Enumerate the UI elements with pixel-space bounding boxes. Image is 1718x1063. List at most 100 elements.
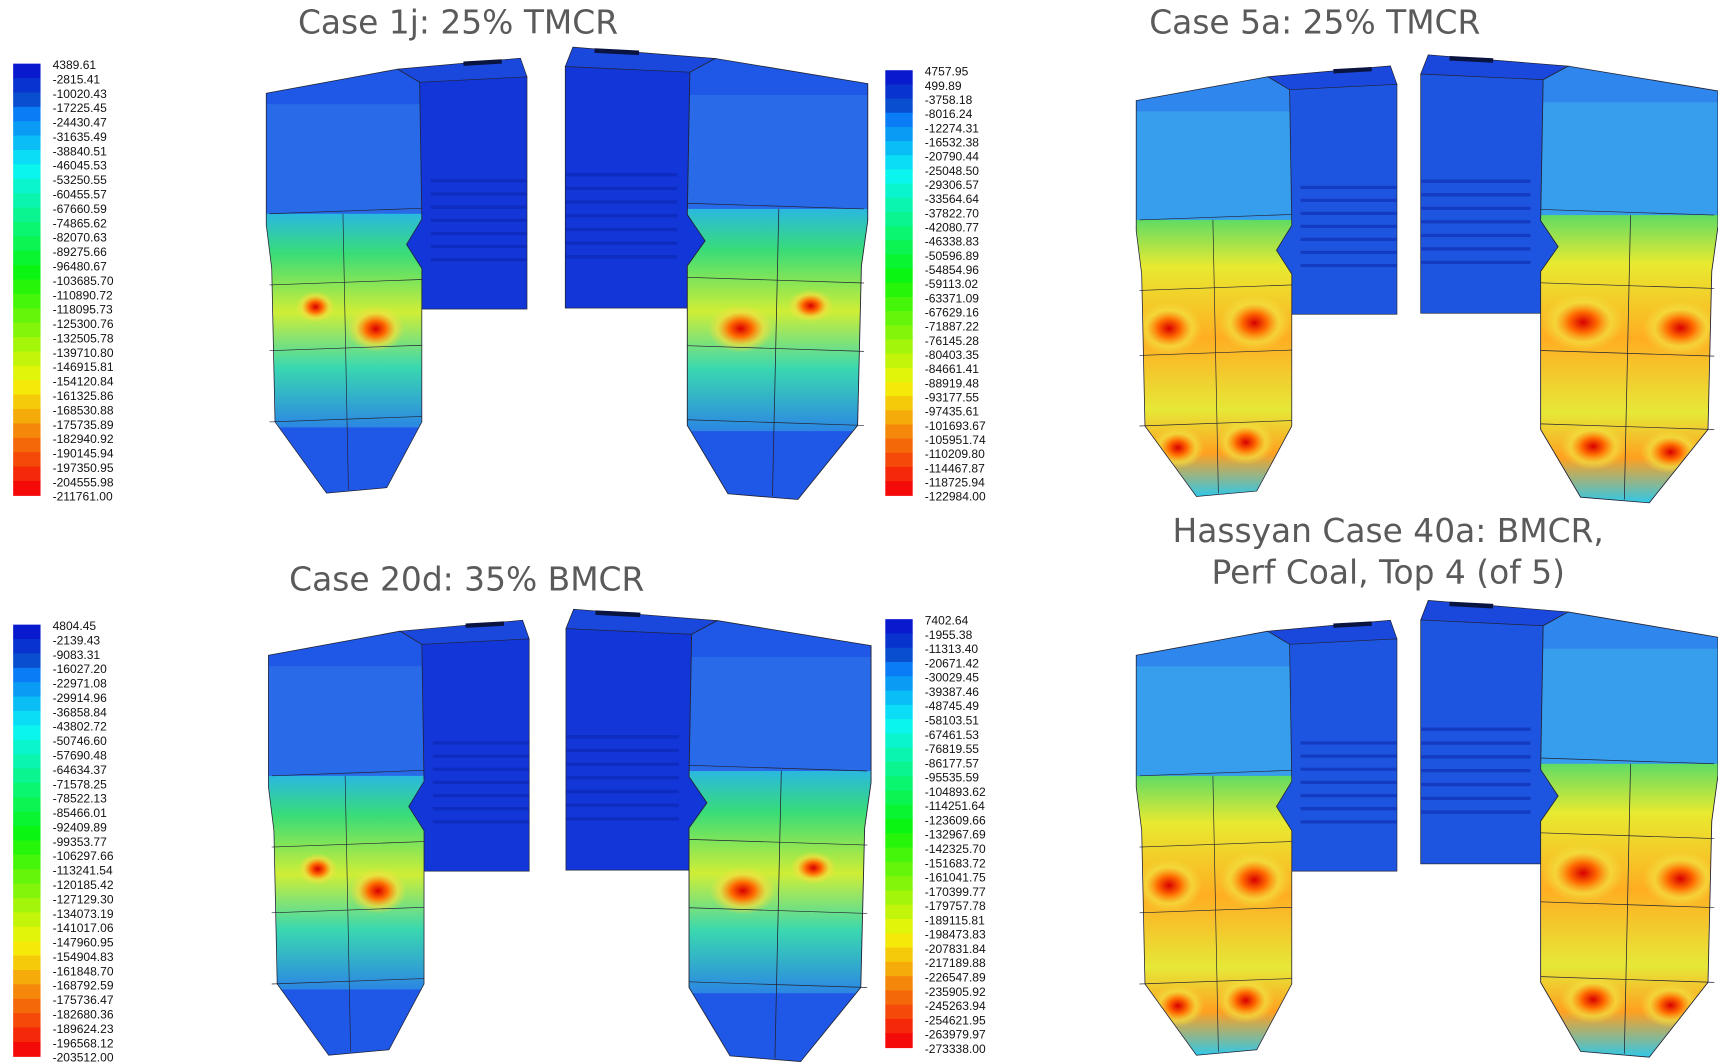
legend-label: -198473.83 xyxy=(925,928,986,942)
legend-label: -273338.00 xyxy=(925,1042,986,1056)
legend-label: -76819.55 xyxy=(925,742,980,756)
duct-band xyxy=(466,624,504,626)
legend-label: -122984.00 xyxy=(925,490,986,504)
legend-label: -80403.35 xyxy=(925,348,980,362)
hot-spot xyxy=(347,306,404,352)
legend-band xyxy=(885,325,912,340)
legend-label: -50596.89 xyxy=(925,249,980,263)
legend-band xyxy=(13,395,40,410)
top-shade xyxy=(268,666,424,776)
legend-label: -103685.70 xyxy=(53,274,114,288)
legend-band xyxy=(885,354,912,369)
legend-label: -190145.94 xyxy=(53,447,114,461)
legend-label: -134073.19 xyxy=(53,907,114,921)
legend-band xyxy=(885,339,912,354)
legend-label: -95535.59 xyxy=(925,771,980,785)
legend-label: -11313.40 xyxy=(925,642,979,656)
duct-band xyxy=(595,613,640,615)
legend-band xyxy=(13,208,40,223)
legend-band xyxy=(13,840,40,855)
legend-label: -132505.78 xyxy=(53,331,114,345)
top-shade xyxy=(1541,102,1718,215)
legend-band xyxy=(13,912,40,927)
legend-band xyxy=(13,625,40,640)
legend-band xyxy=(885,212,912,227)
legend-band xyxy=(885,876,912,891)
legend-band xyxy=(13,366,40,381)
legend-label: -71578.25 xyxy=(53,777,108,791)
legend-label: -254621.95 xyxy=(925,1013,986,1027)
duct-band xyxy=(463,61,501,63)
legend-band xyxy=(13,711,40,726)
legend-label: -38840.51 xyxy=(53,144,108,158)
boiler-unit xyxy=(565,47,867,499)
legend-label: -147960.95 xyxy=(53,936,114,950)
duct-band xyxy=(1333,624,1371,626)
legend-band xyxy=(885,905,912,920)
legend-band xyxy=(13,1028,40,1043)
legend-label: -8016.24 xyxy=(925,107,973,121)
legend-label: -16027.20 xyxy=(53,662,108,676)
legend-band xyxy=(13,78,40,93)
legend-band xyxy=(13,92,40,107)
legend-band xyxy=(13,467,40,482)
legend-label: -39387.46 xyxy=(925,685,980,699)
duct-band xyxy=(1449,58,1493,60)
legend-label: -104893.62 xyxy=(925,785,986,799)
legend-band xyxy=(13,898,40,913)
legend-band xyxy=(13,438,40,453)
legend-label: -197350.95 xyxy=(53,461,114,475)
legend-label: -78522.13 xyxy=(53,792,108,806)
legend-band xyxy=(885,619,912,634)
legend-label: -132967.69 xyxy=(925,828,986,842)
legend-band xyxy=(885,748,912,763)
panel-title: Case 5a: 25% TMCR xyxy=(1149,3,1480,42)
legend-band xyxy=(885,733,912,748)
legend-label: -58103.51 xyxy=(925,713,980,727)
legend-band xyxy=(885,70,912,85)
legend-band xyxy=(885,1005,912,1020)
legend-band xyxy=(13,869,40,884)
legend-band xyxy=(885,676,912,691)
legend-band xyxy=(13,653,40,668)
legend-label: -82070.63 xyxy=(53,231,108,245)
legend-label: -161325.86 xyxy=(53,389,114,403)
legend-label: -106297.66 xyxy=(53,849,114,863)
legend-band xyxy=(13,222,40,237)
hot-spot xyxy=(1561,423,1626,470)
hot-spot xyxy=(1136,302,1202,354)
legend-band xyxy=(885,633,912,648)
boiler-unit xyxy=(1421,600,1718,1057)
legend-label: -110890.72 xyxy=(53,288,113,302)
hot-spot xyxy=(1561,976,1626,1024)
legend-band xyxy=(885,311,912,326)
legend-band xyxy=(13,351,40,366)
legend-label: -10020.43 xyxy=(53,87,108,101)
legend-label: -33564.64 xyxy=(925,192,980,206)
hot-spot xyxy=(1219,852,1289,908)
legend-band xyxy=(13,941,40,956)
legend-band xyxy=(13,121,40,136)
legend-label: -64634.37 xyxy=(53,763,108,777)
legend-label: -1955.38 xyxy=(925,628,973,642)
legend-band xyxy=(13,265,40,280)
legend-band xyxy=(13,164,40,179)
panel-title: Case 20d: 35% BMCR xyxy=(289,559,644,598)
hot-spot xyxy=(790,851,836,884)
legend-band xyxy=(885,948,912,963)
legend-label: -113241.54 xyxy=(53,864,113,878)
legend-band xyxy=(13,725,40,740)
legend-label: -2139.43 xyxy=(53,633,101,647)
legend-label: -235905.92 xyxy=(925,985,986,999)
legend-band xyxy=(13,797,40,812)
top-shade xyxy=(266,104,422,214)
legend-label: -203512.00 xyxy=(53,1051,114,1063)
legend-band xyxy=(13,294,40,309)
legend-band xyxy=(13,323,40,338)
legend-label: -118725.94 xyxy=(925,476,985,490)
hot-spot xyxy=(1643,301,1718,355)
legend-band xyxy=(885,662,912,677)
legend-label: -168792.59 xyxy=(53,979,114,993)
duct-band xyxy=(1333,69,1371,71)
hot-spot xyxy=(708,305,774,352)
